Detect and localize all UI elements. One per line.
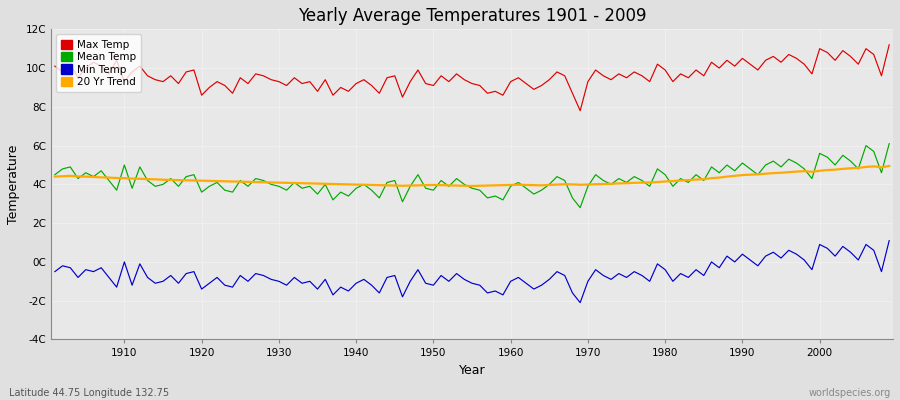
- Text: worldspecies.org: worldspecies.org: [809, 388, 891, 398]
- Text: Latitude 44.75 Longitude 132.75: Latitude 44.75 Longitude 132.75: [9, 388, 169, 398]
- Y-axis label: Temperature: Temperature: [7, 145, 20, 224]
- Title: Yearly Average Temperatures 1901 - 2009: Yearly Average Temperatures 1901 - 2009: [298, 7, 646, 25]
- X-axis label: Year: Year: [459, 364, 485, 377]
- Legend: Max Temp, Mean Temp, Min Temp, 20 Yr Trend: Max Temp, Mean Temp, Min Temp, 20 Yr Tre…: [56, 34, 141, 92]
